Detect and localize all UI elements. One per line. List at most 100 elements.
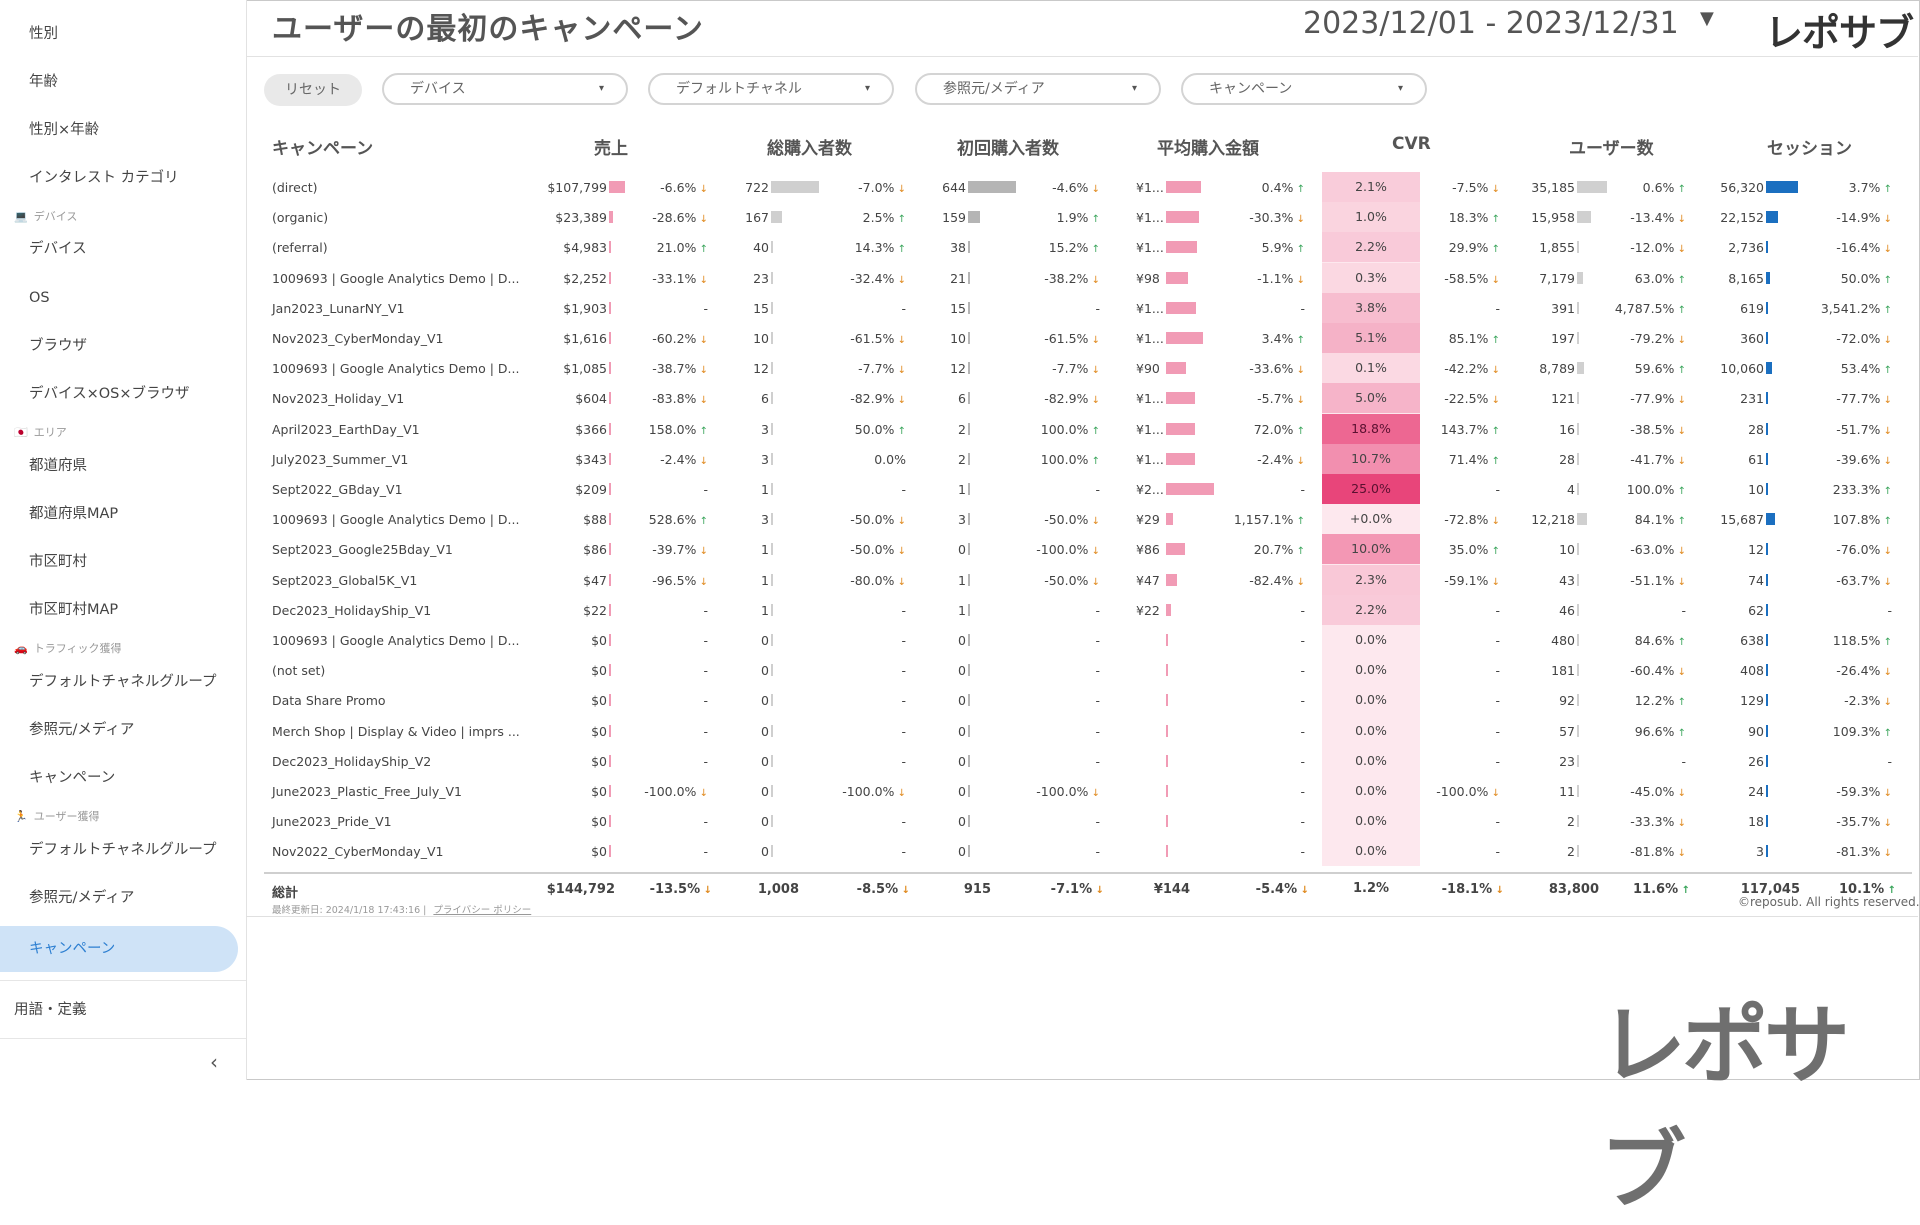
first-buyers: 10 xyxy=(950,331,966,346)
total-buyers: 3 xyxy=(761,421,769,437)
table-row[interactable]: Nov2023_Holiday_V1 $604 -83.8% ↓ 6 -82.9% ↓ 6… xyxy=(264,383,1912,414)
avg-purchase-bar xyxy=(1166,392,1195,405)
campaign-name: (direct) xyxy=(272,180,318,195)
table-row[interactable]: Dec2023_HolidayShip_V1 $22 - 1 - 1 - ¥22 - 2.2% - 4… xyxy=(264,594,1912,625)
users-change-value: 84.1% xyxy=(1634,512,1675,528)
total-buyers-bar xyxy=(771,483,773,495)
sidebar-item[interactable]: ブラウザ xyxy=(29,338,87,354)
table-row[interactable]: Nov2023_CyberMonday_V1 $1,616 -60.2% ↓ 10 -6… xyxy=(264,323,1912,353)
table-row[interactable]: (direct) $107,799 -6.6% ↓ 722 -7.0% ↓ 644 -4.6… xyxy=(264,172,1912,202)
sidebar-item[interactable]: OS xyxy=(29,290,50,306)
filter-source-medium[interactable]: 参照元/メディア ▾ xyxy=(915,73,1161,105)
sidebar-item[interactable]: インタレスト カテゴリ xyxy=(29,170,179,186)
revenue: $23,389 xyxy=(555,210,607,226)
table-row[interactable]: Sept2023_Google25Bday_V1 $86 -39.7% ↓ 1 -50.… xyxy=(264,534,1912,565)
total-buyers-change-value: - xyxy=(901,663,906,679)
copyright: ©reposub. All rights reserved. xyxy=(1738,895,1920,909)
sidebar-item[interactable]: デバイス×OS×ブラウザ xyxy=(29,386,190,402)
header-avg-purchase[interactable]: 平均購入金額 xyxy=(1157,139,1259,159)
table-row[interactable]: (not set) $0 - 0 - 0 - - 0.0% - 181 -60.4% ↓ 408 -26.… xyxy=(264,655,1912,686)
first-buyers-change: 100.0% ↑ xyxy=(1041,422,1100,437)
users: 43 xyxy=(1559,572,1575,588)
header-campaign[interactable]: キャンペーン xyxy=(272,139,374,159)
table-row[interactable]: Merch Shop | Display & Video | imprs ...… xyxy=(264,715,1912,746)
revenue-change: - xyxy=(703,663,708,678)
revenue-bar xyxy=(609,332,611,344)
cvr-change: -22.5% ↓ xyxy=(1444,391,1500,406)
sidebar-item[interactable]: デバイス xyxy=(29,241,87,257)
arrow-up-icon: ↑ xyxy=(1880,365,1892,377)
sidebar-item[interactable]: 都道府県 xyxy=(29,458,87,474)
table-row[interactable]: June2023_Pride_V1 $0 - 0 - 0 - - 0.0% - 2 -33.3% ↓ 1… xyxy=(264,806,1912,837)
sidebar-item-glossary[interactable]: 用語・定義 xyxy=(14,1002,87,1018)
table-row[interactable]: 1009693 | Google Analytics Demo | D... $0… xyxy=(264,625,1912,655)
table-row[interactable]: Data Share Promo $0-0-0- -0.0% -92 12.2% ↑ 12… xyxy=(264,685,1912,716)
table-row[interactable]: April2023_EarthDay_V1 $366 158.0% ↑ 3 50.0% … xyxy=(264,413,1912,444)
users-bar xyxy=(1577,634,1579,646)
sidebar-item[interactable]: 性別 xyxy=(29,26,58,42)
table-row[interactable]: (referral) $4,983 21.0% ↑ 40 14.3% ↑ 38 15.2% … xyxy=(264,232,1912,263)
first-buyers-change: -38.2% ↓ xyxy=(1044,271,1100,286)
header-first-buyers[interactable]: 初回購入者数 xyxy=(957,139,1059,159)
sidebar-item[interactable]: 市区町村 xyxy=(29,554,87,570)
avg-purchase-change: - xyxy=(1300,603,1305,618)
users: 35,185 xyxy=(1531,180,1575,195)
table-row[interactable]: 1009693 | Google Analytics Demo | D... $8… xyxy=(264,504,1912,535)
table-row[interactable]: Sept2022_GBday_V1 $209 - 1 - 1 - ¥2... - 25.0% - 4 1… xyxy=(264,474,1912,504)
header-total-buyers[interactable]: 総購入者数 xyxy=(767,139,852,159)
revenue-change-value: -28.6% xyxy=(652,210,697,226)
total-buyers: 1 xyxy=(761,482,769,497)
table-row[interactable]: Jan2023_LunarNY_V1 $1,903 - 15 - 15 - ¥1... - 3.8… xyxy=(264,292,1912,323)
header-sessions[interactable]: セッション xyxy=(1767,139,1852,159)
sidebar-item[interactable]: 参照元/メディア xyxy=(29,722,135,738)
sidebar-item[interactable]: キャンペーン xyxy=(29,770,116,786)
revenue: $2,252 xyxy=(563,270,607,286)
table-row[interactable]: 1009693 | Google Analytics Demo | D... $2… xyxy=(264,262,1912,293)
revenue-change-value: -60.2% xyxy=(652,331,697,346)
date-range-display[interactable]: 2023/12/01 - 2023/12/31 xyxy=(1303,6,1679,41)
sidebar-item[interactable]: 性別×年齢 xyxy=(29,122,100,138)
collapse-sidebar-icon[interactable]: ‹ xyxy=(210,1050,218,1074)
table-row[interactable]: July2023_Summer_V1 $343 -2.4% ↓ 3 0.0% 2 100.0… xyxy=(264,443,1912,474)
filter-campaign[interactable]: キャンペーン ▾ xyxy=(1181,73,1427,105)
first-buyers-change: - xyxy=(1095,814,1100,829)
avg-purchase-change: -30.3% ↓ xyxy=(1249,210,1305,225)
reset-button[interactable]: リセット xyxy=(264,74,362,106)
header-revenue[interactable]: 売上 xyxy=(594,139,628,159)
sidebar-item[interactable]: 参照元/メディア xyxy=(29,890,135,906)
avg-purchase-change: -5.7% ↓ xyxy=(1257,391,1305,406)
filter-device[interactable]: デバイス ▾ xyxy=(382,73,628,105)
header-cvr[interactable]: CVR xyxy=(1392,134,1431,154)
sidebar-item[interactable]: 都道府県MAP xyxy=(29,506,119,522)
sidebar-divider xyxy=(0,1038,246,1039)
avg-purchase-bar xyxy=(1166,815,1168,828)
revenue-change-value: 158.0% xyxy=(648,421,697,437)
avg-purchase: ¥1... xyxy=(1136,210,1164,226)
revenue-change-value: - xyxy=(703,663,708,679)
sidebar-item-campaign-active[interactable]: キャンペーン xyxy=(0,926,238,972)
sessions-change: -72.0% ↓ xyxy=(1836,331,1892,346)
table-row[interactable]: Sept2023_Global5K_V1 $47 -96.5% ↓ 1 -80.0% ↓… xyxy=(264,564,1912,595)
table-row[interactable]: Nov2022_CyberMonday_V1 $0 - 0 - 0 - - 0.0% - 2 -81.… xyxy=(264,836,1912,867)
table-row[interactable]: June2023_Plastic_Free_July_V1 $0 -100.0% ↓… xyxy=(264,776,1912,806)
sidebar-item[interactable]: 年齢 xyxy=(29,74,58,90)
first-buyers-change: - xyxy=(1095,693,1100,708)
sidebar-item[interactable]: 市区町村MAP xyxy=(29,602,119,618)
total-buyers-change: -50.0% ↓ xyxy=(850,512,906,527)
total-revenue-change-value: -13.5% xyxy=(649,882,701,897)
revenue-change: -60.2% ↓ xyxy=(652,331,708,346)
avg-purchase-change-value: -5.7% xyxy=(1257,391,1294,407)
table-row[interactable]: (organic) $23,389 -28.6% ↓ 167 2.5% ↑ 159 1.9%… xyxy=(264,202,1912,233)
sidebar-item[interactable]: デフォルトチャネルグループ xyxy=(29,842,217,858)
total-buyers-change: - xyxy=(901,482,906,497)
sidebar-item[interactable]: デフォルトチャネルグループ xyxy=(29,674,217,690)
table-row[interactable]: Dec2023_HolidayShip_V2 $0 - 0 - 0 - - 0.0% - 23 - 26… xyxy=(264,745,1912,776)
users-bar xyxy=(1577,543,1579,556)
arrow-down-icon: ↓ xyxy=(1488,395,1500,407)
header-users[interactable]: ユーザー数 xyxy=(1569,139,1654,159)
privacy-policy-link[interactable]: プライバシー ポリシー xyxy=(433,905,532,916)
arrow-down-icon: ↓ xyxy=(1088,516,1100,528)
table-row[interactable]: 1009693 | Google Analytics Demo | D... $1… xyxy=(264,353,1912,384)
date-range-dropdown-icon[interactable]: ▼ xyxy=(1700,8,1714,29)
filter-default-channel[interactable]: デフォルトチャネル ▾ xyxy=(648,73,894,105)
